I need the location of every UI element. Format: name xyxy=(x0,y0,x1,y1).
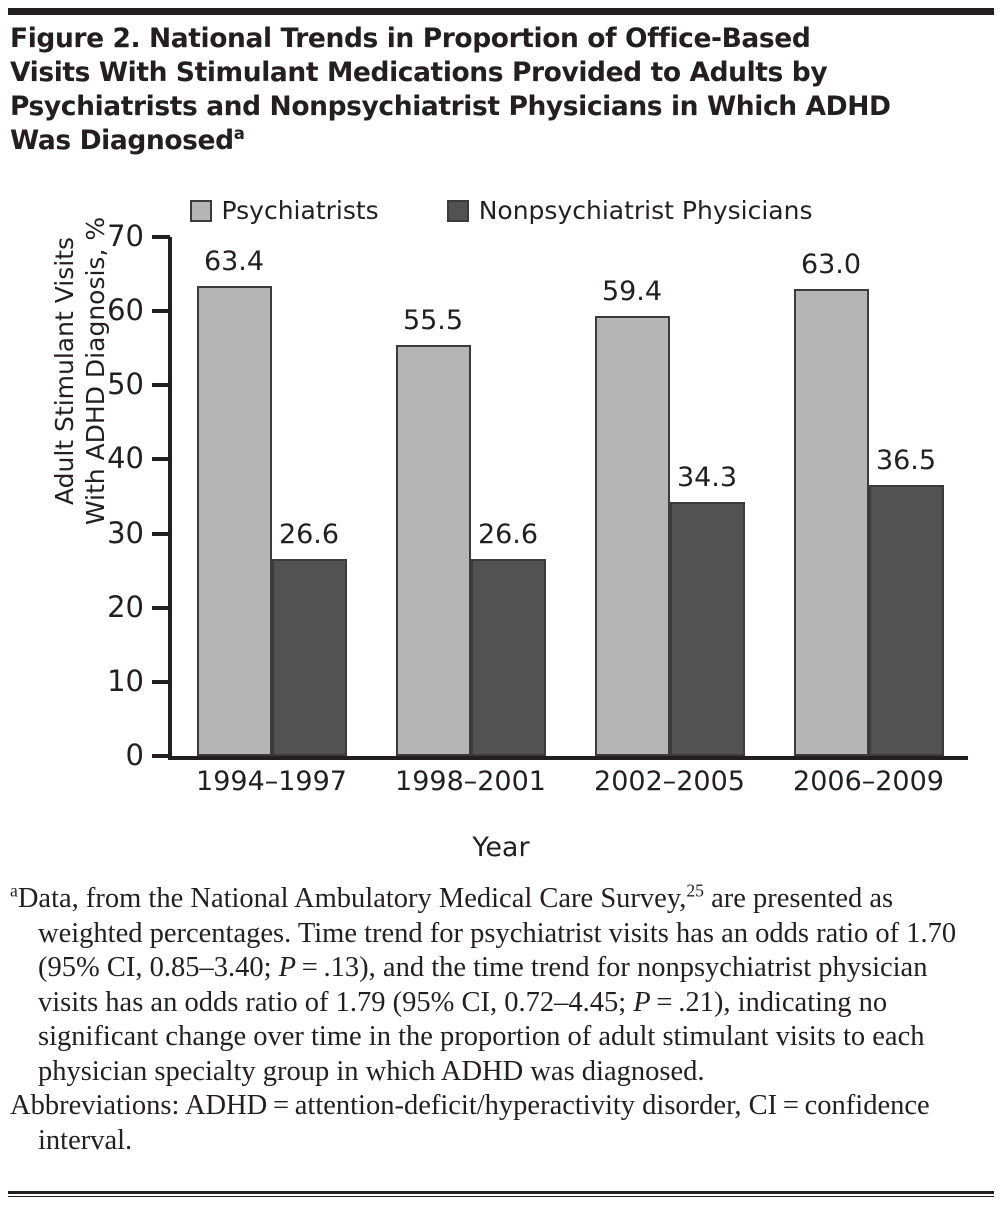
figure-footnotes: aData, from the National Ambulatory Medi… xyxy=(10,882,992,1158)
y-axis-tick-label-0: 0 xyxy=(125,738,144,772)
bar-psychiatrists-1994–1997[interactable] xyxy=(196,285,272,756)
x-axis-title: Year xyxy=(472,832,530,863)
x-axis-line xyxy=(168,756,968,760)
y-axis-tick-30 xyxy=(152,531,170,536)
legend-swatch-psychiatrists xyxy=(189,199,212,222)
y-axis-line xyxy=(168,237,172,760)
bar-nonpsychiatrist-1998–2001[interactable] xyxy=(470,558,546,756)
figure-title-line-3: Psychiatrists and Nonpsychiatrist Physic… xyxy=(10,91,891,122)
top-rule xyxy=(8,8,994,15)
bottom-rule xyxy=(8,1191,994,1194)
y-axis-tick-10 xyxy=(152,679,170,684)
bar-value-label-psychiatrists-2002–2005: 59.4 xyxy=(601,275,663,307)
y-axis-tick-70 xyxy=(152,235,170,239)
y-axis-tick-40 xyxy=(152,457,170,462)
x-axis-label-1998–2001: 1998–2001 xyxy=(395,766,546,797)
chart-plot-area: 0 10 20 30 40 50 60 70 Adult Stimulant Visits W… xyxy=(49,141,968,863)
footnote-text-a1: Data, from the National Ambulatory Medic… xyxy=(17,883,687,914)
footnote-paragraph-abbreviations: Abbreviations: ADHD = attention-deficit/… xyxy=(10,1089,992,1158)
y-axis-tick-label-50: 50 xyxy=(107,367,144,402)
y-axis-tick-label-20: 20 xyxy=(107,589,144,624)
y-axis-tick-50 xyxy=(152,383,170,388)
bar-nonpsychiatrist-2002–2005[interactable] xyxy=(669,501,745,756)
figure-title: Figure 2. National Trends in Proportion … xyxy=(10,22,990,158)
y-axis-tick-label-10: 10 xyxy=(107,663,144,698)
x-axis-label-2006–2009: 2006–2009 xyxy=(793,766,944,797)
bar-psychiatrists-1998–2001[interactable] xyxy=(395,344,471,756)
figure-title-line-4: Was Diagnosed xyxy=(10,125,234,156)
p-value-italic-1: P xyxy=(278,952,297,983)
footnote-marker: a xyxy=(10,880,18,901)
figure-title-line-2: Visits With Stimulant Medications Provid… xyxy=(10,57,828,88)
bar-value-label-nonpsychiatrist-2002–2005: 34.3 xyxy=(676,461,738,493)
y-axis-tick-60 xyxy=(152,309,170,314)
y-axis-tick-20 xyxy=(152,605,170,610)
bottom-rule-secondary xyxy=(8,1196,994,1197)
legend-swatch-nonpsychiatrist-physicians xyxy=(446,199,469,222)
bar-value-label-nonpsychiatrist-1998–2001: 26.6 xyxy=(477,518,539,550)
legend-label-nonpsychiatrist-physicians: Nonpsychiatrist Physicians xyxy=(478,196,813,225)
x-axis-label-1994–1997: 1994–1997 xyxy=(196,766,347,797)
y-axis-title-line-1: Adult Stimulant Visits xyxy=(50,236,79,506)
y-axis-tick-0 xyxy=(152,754,170,758)
bar-value-label-nonpsychiatrist-2006–2009: 36.5 xyxy=(875,445,937,477)
bar-psychiatrists-2006–2009[interactable] xyxy=(793,288,869,756)
legend-item-psychiatrists[interactable]: Psychiatrists xyxy=(189,196,379,225)
abbreviations-text: Abbreviations: ADHD = attention-deficit/… xyxy=(10,1090,930,1156)
footnote-reference-25: 25 xyxy=(686,880,704,901)
footnote-text-a2: are presented as weighted percentages. T… xyxy=(38,883,957,983)
legend-item-nonpsychiatrist-physicians[interactable]: Nonpsychiatrist Physicians xyxy=(446,196,813,225)
bar-nonpsychiatrist-2006–2009[interactable] xyxy=(868,485,944,756)
y-axis-title: Adult Stimulant Visits With ADHD Diagnos… xyxy=(49,141,111,601)
y-axis-tick-label-30: 30 xyxy=(107,515,144,550)
chart-legend: Psychiatrists Nonpsychiatrist Physicians xyxy=(0,198,1002,223)
bar-psychiatrists-2002–2005[interactable] xyxy=(594,315,670,756)
p-value-italic-2: P xyxy=(633,986,651,1018)
bar-value-label-psychiatrists-1998–2001: 55.5 xyxy=(402,304,464,336)
y-axis-title-line-2: With ADHD Diagnosis, % xyxy=(81,216,110,526)
legend-label-psychiatrists: Psychiatrists xyxy=(221,196,379,225)
y-axis-tick-label-40: 40 xyxy=(107,441,144,476)
figure-title-line-1: Figure 2. National Trends in Proportion … xyxy=(10,23,811,54)
footnote-text-a3: = .13), and the time trend for nonpsychi… xyxy=(38,952,928,1018)
footnote-paragraph-a: aData, from the National Ambulatory Medi… xyxy=(10,882,992,1089)
bar-value-label-psychiatrists-1994–1997: 63.4 xyxy=(203,245,265,277)
footnote-text-a4: = .21), indicating no significant change… xyxy=(38,986,925,1087)
x-axis-label-2002–2005: 2002–2005 xyxy=(594,766,745,797)
bar-value-label-nonpsychiatrist-1994–1997: 26.6 xyxy=(278,518,340,550)
figure-title-footnote-marker: a xyxy=(233,124,245,144)
bar-nonpsychiatrist-1994–1997[interactable] xyxy=(271,558,347,756)
y-axis-tick-label-60: 60 xyxy=(107,293,144,328)
y-axis-tick-label-70: 70 xyxy=(107,219,144,253)
bar-value-label-psychiatrists-2006–2009: 63.0 xyxy=(800,248,862,280)
